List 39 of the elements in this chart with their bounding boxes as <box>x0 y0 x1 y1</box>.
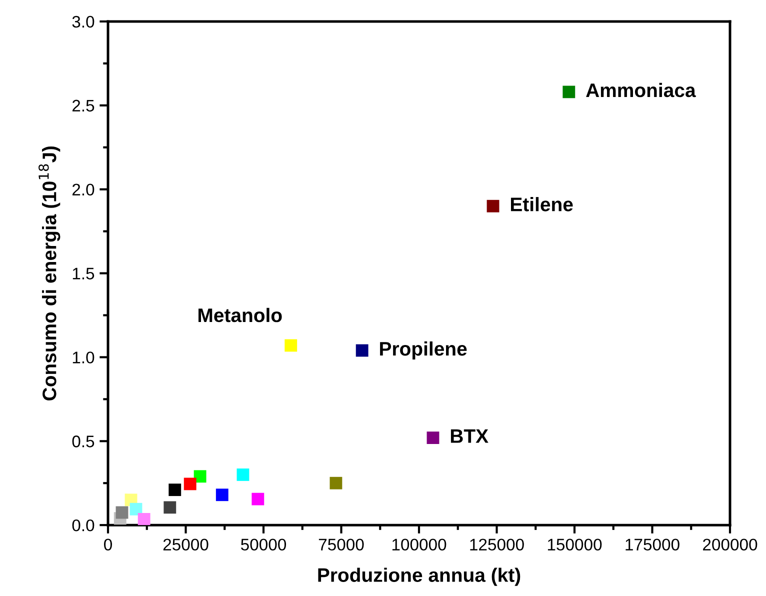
point <box>216 488 228 502</box>
x-tick-label: 200000 <box>703 538 758 551</box>
point <box>252 492 264 506</box>
point <box>236 468 250 481</box>
x-tick-label: 75000 <box>318 538 364 551</box>
point <box>130 502 142 516</box>
series-label: Metanolo <box>198 308 282 322</box>
point <box>356 344 368 357</box>
x-tick-label: 150000 <box>548 538 602 551</box>
y-tick-label: 1.5 <box>72 268 94 280</box>
x-tick-label: 100000 <box>392 538 446 551</box>
point <box>164 501 176 514</box>
series-label: Ammoniaca <box>586 82 696 98</box>
y-tick-label: 0.0 <box>72 519 94 532</box>
point <box>194 470 206 483</box>
y-tick-label: 2.0 <box>72 184 94 196</box>
point <box>330 476 342 490</box>
x-axis-title: Produzione annua (kt) <box>318 568 520 586</box>
y-tick-label: 3.0 <box>72 16 94 28</box>
series-label: BTX <box>450 429 488 443</box>
y-tick-label: 0.5 <box>72 436 94 448</box>
x-tick-label: 25000 <box>163 538 208 551</box>
point <box>184 478 196 490</box>
point <box>426 432 440 444</box>
x-tick-label: 175000 <box>626 538 680 551</box>
point <box>168 484 182 496</box>
x-tick-label: 0 <box>104 538 112 551</box>
y-tick-label: 1.0 <box>72 352 94 364</box>
y-tick-label: 2.5 <box>72 100 94 112</box>
point <box>284 339 298 352</box>
x-tick-label: 125000 <box>470 538 524 551</box>
point <box>562 86 576 98</box>
point <box>116 506 128 519</box>
x-tick-label: 50000 <box>241 538 286 551</box>
series-label: Propilene <box>380 341 467 360</box>
point <box>486 200 500 212</box>
y-axis-title: Consumo di energia (10$^{18}$J) <box>38 146 60 400</box>
point <box>138 512 150 526</box>
series-label: Etilene <box>510 197 573 212</box>
